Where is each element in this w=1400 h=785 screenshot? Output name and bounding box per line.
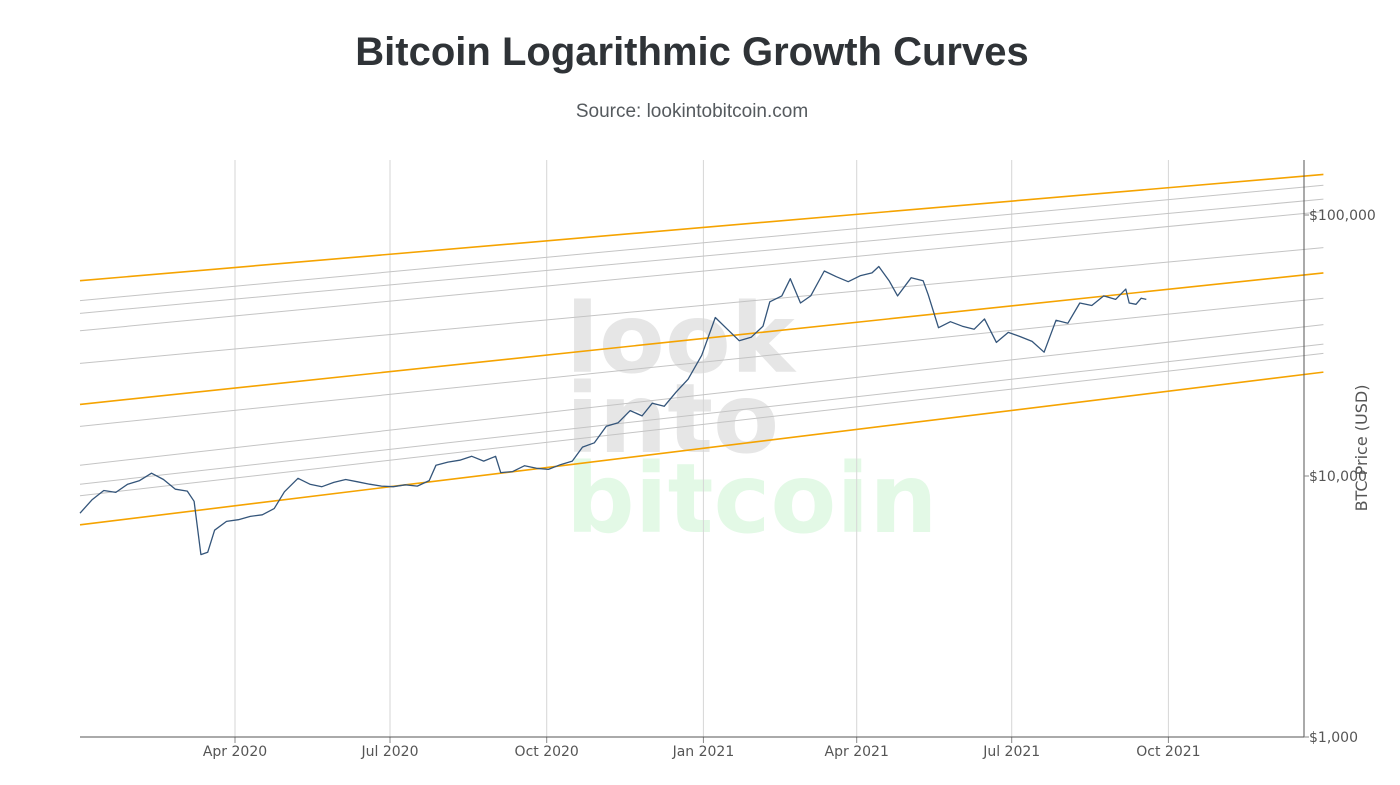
growth-curve-bands <box>79 173 1324 526</box>
x-tick-label: Jul 2021 <box>982 744 1040 760</box>
y-tick-label: $10,000 <box>1309 469 1367 485</box>
chart-title: Bitcoin Logarithmic Growth Curves <box>355 30 1029 74</box>
axes: Apr 2020 Jul 2020 Oct 2020 Jan 2021 Apr 2021… <box>80 160 1376 760</box>
growth-band-outer <box>79 272 1324 406</box>
y-tick-label: $1,000 <box>1309 730 1358 746</box>
watermark-bitcoin: bitcoin <box>566 443 938 555</box>
growth-band-inner <box>79 184 1324 302</box>
y-tick-label: $100,000 <box>1309 208 1376 224</box>
x-tick-label: Oct 2021 <box>1136 744 1200 760</box>
growth-band-inner <box>79 211 1324 332</box>
growth-band-inner <box>79 343 1324 485</box>
watermark-into: into <box>566 363 779 475</box>
price-line <box>79 265 1147 556</box>
growth-band-inner <box>79 352 1324 497</box>
gridlines <box>234 160 1169 737</box>
growth-band-inner <box>79 324 1324 466</box>
watermark-look: look <box>566 283 797 395</box>
price-series <box>79 265 1147 556</box>
x-tick-label: Apr 2021 <box>825 744 889 760</box>
growth-band-inner <box>79 198 1324 314</box>
chart-subtitle: Source: lookintobitcoin.com <box>575 101 809 122</box>
growth-band-inner <box>79 247 1324 364</box>
growth-band-outer <box>79 371 1324 526</box>
x-tick-label: Oct 2020 <box>515 744 579 760</box>
x-tick-label: Jan 2021 <box>672 744 735 760</box>
watermark-logo: look into bitcoin <box>566 283 938 555</box>
x-tick-label: Apr 2020 <box>203 744 267 760</box>
growth-band-outer <box>79 173 1324 282</box>
x-tick-label: Jul 2020 <box>361 744 419 760</box>
y-axis-title: BTC Price (USD) <box>1352 385 1371 512</box>
growth-band-inner <box>79 297 1324 427</box>
